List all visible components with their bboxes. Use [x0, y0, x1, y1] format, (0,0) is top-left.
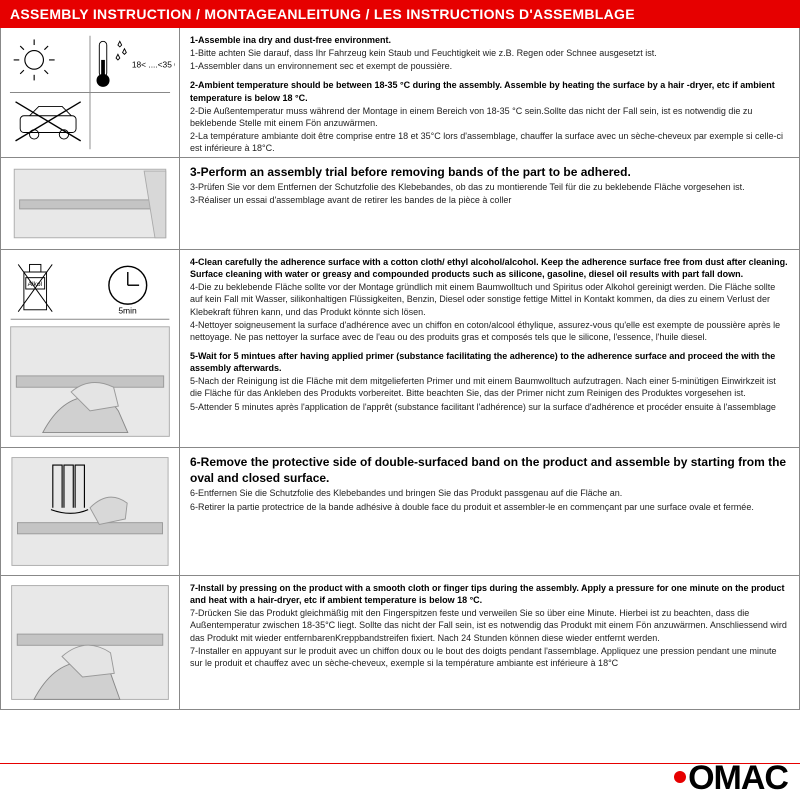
step-3-de: 3-Prüfen Sie vor dem Entfernen der Schut…: [190, 181, 789, 193]
step-2-bold: 2-Ambient temperature should be between …: [190, 79, 789, 103]
step-7-illustration: [0, 576, 180, 710]
brand-logo: OMAC: [676, 759, 800, 798]
step-4-fr: 4-Nettoyer soigneusement la surface d'ad…: [190, 319, 789, 343]
step-5-fr: 5-Attender 5 minutes après l'application…: [190, 401, 789, 413]
step-3-fr: 3-Réaliser un essai d'assemblage avant d…: [190, 194, 789, 206]
step-3-bold: 3-Perform an assembly trial before remov…: [190, 164, 789, 180]
step-3-text: 3-Perform an assembly trial before remov…: [180, 158, 800, 250]
page-header: ASSEMBLY INSTRUCTION / MONTAGEANLEITUNG …: [0, 0, 800, 28]
step-2-de: 2-Die Außentemperatur muss während der M…: [190, 105, 789, 129]
step-4-bold: 4-Clean carefully the adherence surface …: [190, 256, 789, 280]
step-1-fr: 1-Assembler dans un environnement sec et…: [190, 60, 789, 72]
step-1-2-illustration: 18< ....<35 C: [0, 28, 180, 158]
step-5-de: 5-Nach der Reinigung ist die Fläche mit …: [190, 375, 789, 399]
logo-dot-icon: [674, 771, 686, 783]
step-1-2-text: 1-Assemble ina dry and dust-free environ…: [180, 28, 800, 158]
step-1-de: 1-Bitte achten Sie darauf, dass Ihr Fahr…: [190, 47, 789, 59]
step-7-fr: 7-Installer en appuyant sur le produit a…: [190, 645, 789, 669]
instruction-grid: 18< ....<35 C 1-Assemble ina dry and dus…: [0, 28, 800, 710]
step-7-text: 7-Install by pressing on the product wit…: [180, 576, 800, 710]
logo-text: OMAC: [688, 759, 788, 797]
step-3-illustration: [0, 158, 180, 250]
temp-label: 18< ....<35 C: [132, 59, 175, 69]
step-6-fr: 6-Retirer la partie protectrice de la ba…: [190, 501, 789, 513]
step-4-5-text: 4-Clean carefully the adherence surface …: [180, 250, 800, 448]
step-4-5-illustration: Alkol 5min: [0, 250, 180, 448]
step-6-illustration: [0, 448, 180, 576]
timer-label: 5min: [118, 306, 137, 316]
step-6-text: 6-Remove the protective side of double-s…: [180, 448, 800, 576]
step-4-de: 4-Die zu beklebende Fläche sollte vor de…: [190, 281, 789, 317]
step-5-bold: 5-Wait for 5 mintues after having applie…: [190, 350, 789, 374]
step-7-bold: 7-Install by pressing on the product wit…: [190, 582, 789, 606]
step-7-de: 7-Drücken Sie das Produkt gleichmäßig mi…: [190, 607, 789, 643]
step-6-de: 6-Entfernen Sie die Schutzfolie des Kleb…: [190, 487, 789, 499]
step-6-bold: 6-Remove the protective side of double-s…: [190, 454, 789, 486]
step-2-fr: 2-La température ambiante doit être comp…: [190, 130, 789, 154]
footer: OMAC: [676, 759, 800, 798]
step-1-bold: 1-Assemble ina dry and dust-free environ…: [190, 34, 789, 46]
